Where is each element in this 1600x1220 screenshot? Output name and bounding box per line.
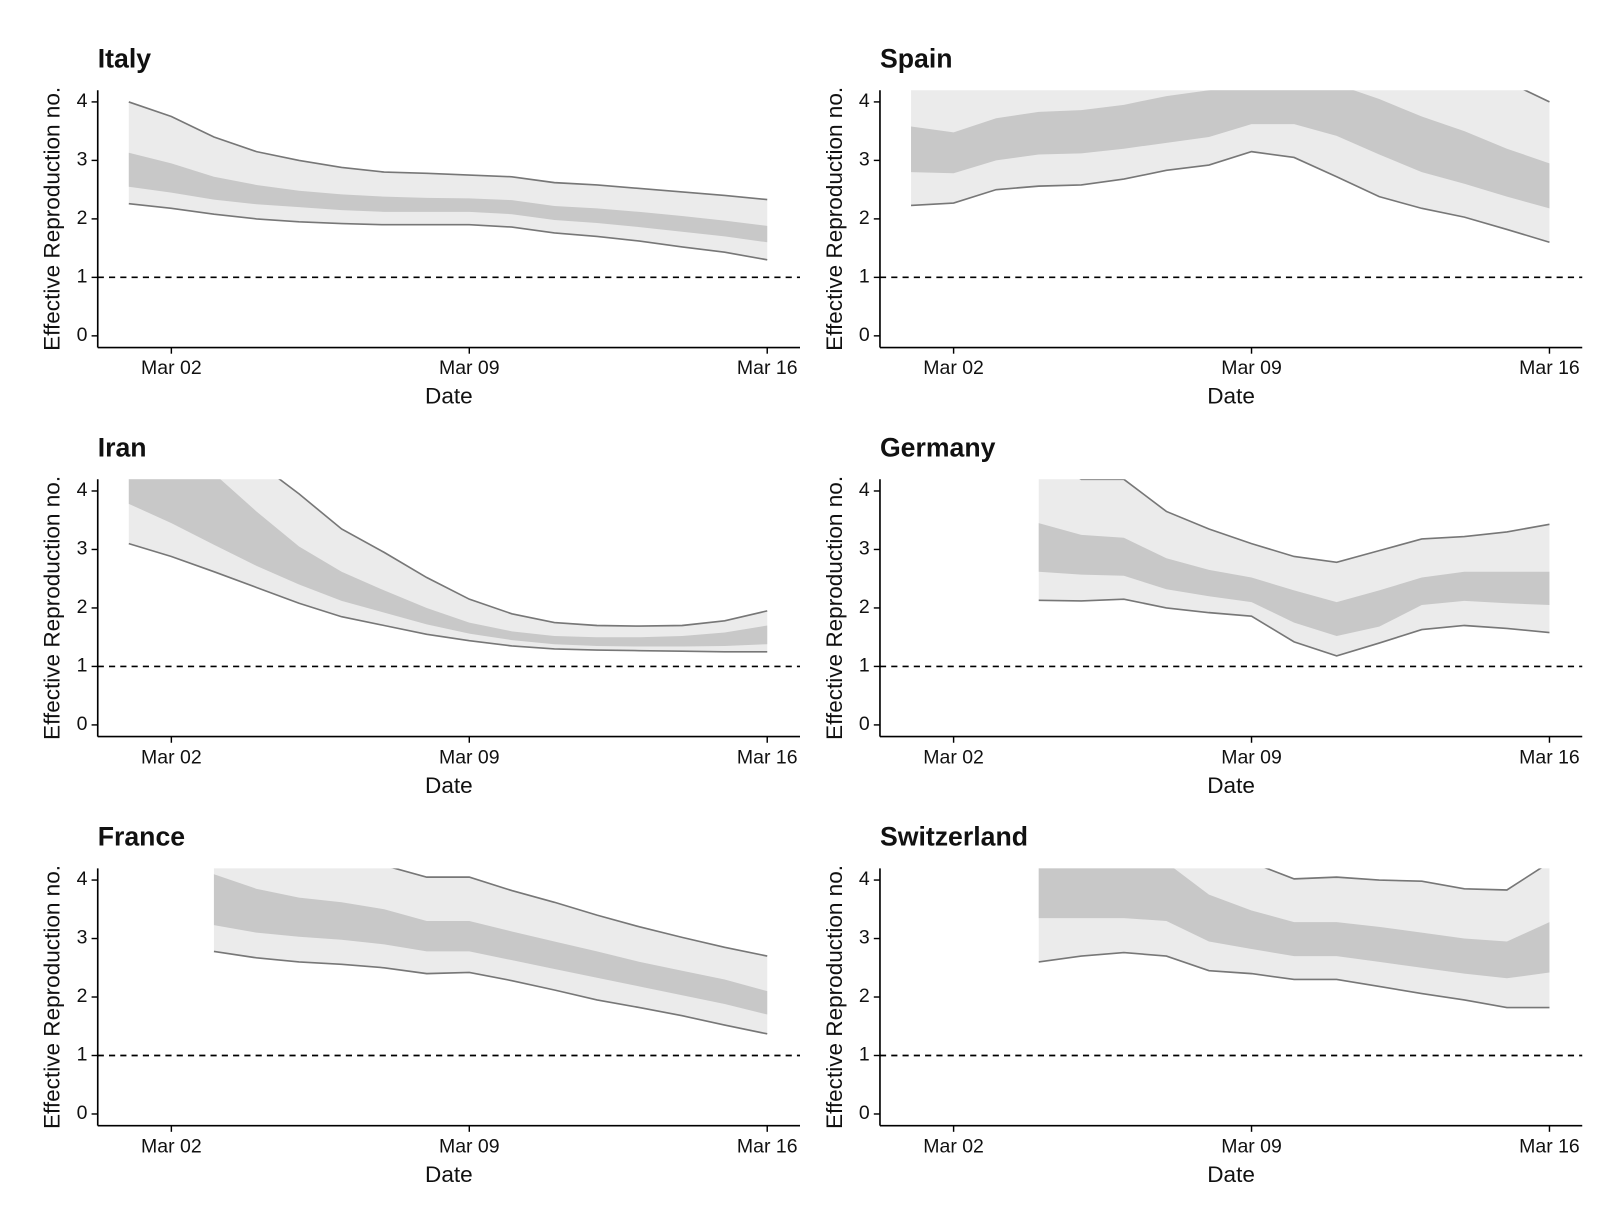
- band-edge: [1264, 868, 1542, 891]
- x-tick-label: Mar 16: [737, 357, 798, 379]
- y-tick-label: 0: [77, 1102, 88, 1124]
- x-tick-label: Mar 16: [1519, 357, 1580, 379]
- band-edge: [128, 202, 768, 261]
- x-tick-label: Mar 09: [1221, 1135, 1282, 1157]
- band: [128, 479, 768, 652]
- y-tick-label: 2: [77, 596, 88, 618]
- x-axis-label: Date: [425, 384, 473, 409]
- x-axis-label: Date: [425, 1162, 473, 1187]
- plot-area: [128, 101, 768, 261]
- panel-title: Germany: [880, 433, 996, 463]
- y-tick-label: 1: [859, 266, 870, 288]
- band-edge: [1038, 598, 1550, 657]
- band: [128, 152, 768, 243]
- x-tick-label: Mar 02: [141, 1135, 202, 1157]
- x-tick-label: Mar 09: [1221, 357, 1282, 379]
- y-tick-label: 1: [77, 1044, 88, 1066]
- band-edge: [213, 950, 768, 1035]
- y-tick-label: 1: [859, 655, 870, 677]
- y-axis-label: Effective Reproduction no.: [822, 87, 847, 351]
- y-tick-label: 4: [859, 479, 870, 501]
- x-tick-label: Mar 02: [923, 746, 984, 768]
- y-tick-label: 4: [77, 868, 88, 890]
- y-tick-label: 3: [859, 149, 870, 171]
- y-axis-label: Effective Reproduction no.: [822, 476, 847, 740]
- y-tick-label: 0: [859, 713, 870, 735]
- panel-title: Spain: [880, 44, 953, 74]
- band-edge: [128, 101, 768, 201]
- y-tick-label: 2: [859, 985, 870, 1007]
- band: [128, 479, 768, 647]
- x-tick-label: Mar 02: [923, 357, 984, 379]
- y-tick-label: 4: [859, 868, 870, 890]
- y-tick-label: 2: [77, 985, 88, 1007]
- panel: 0 1 2 3 4 Mar 02 Mar 09 Mar 16 Spain Date Effectiv…: [822, 44, 1583, 409]
- panel: 0 1 2 3 4 Mar 02 Mar 09 Mar 16 Germany Date Effect…: [822, 433, 1583, 798]
- band: [1038, 523, 1550, 637]
- band-edge: [128, 542, 768, 653]
- x-tick-label: Mar 09: [1221, 746, 1282, 768]
- y-tick-label: 3: [77, 538, 88, 560]
- y-tick-label: 3: [77, 927, 88, 949]
- x-tick-label: Mar 09: [439, 1135, 500, 1157]
- y-tick-label: 4: [859, 90, 870, 112]
- band-edge: [910, 150, 1550, 244]
- y-tick-label: 4: [77, 90, 88, 112]
- band: [1038, 868, 1550, 979]
- y-tick-label: 3: [859, 538, 870, 560]
- band: [911, 90, 1550, 209]
- panel: 0 1 2 3 4 Mar 02 Mar 09 Mar 16 Iran Date Effective…: [40, 433, 800, 798]
- panel: 0 1 2 3 4 Mar 02 Mar 09 Mar 16 Switzerland Date Ef…: [822, 822, 1583, 1187]
- x-tick-label: Mar 16: [1519, 746, 1580, 768]
- y-tick-label: 3: [859, 927, 870, 949]
- plot-area: [128, 479, 768, 653]
- y-axis-label: Effective Reproduction no.: [40, 865, 65, 1129]
- band-edge: [1079, 479, 1550, 564]
- y-tick-label: 1: [859, 1044, 870, 1066]
- panel: 0 1 2 3 4 Mar 02 Mar 09 Mar 16 Italy Date Effectiv…: [40, 44, 800, 409]
- y-tick-label: 0: [77, 324, 88, 346]
- plot-area: [1038, 868, 1550, 1009]
- y-tick-label: 2: [859, 207, 870, 229]
- panel-title: Iran: [98, 433, 147, 463]
- band: [213, 874, 768, 1015]
- y-tick-label: 1: [77, 655, 88, 677]
- panel-title: Switzerland: [880, 822, 1028, 852]
- x-tick-label: Mar 09: [439, 746, 500, 768]
- band: [1038, 479, 1550, 656]
- x-tick-label: Mar 09: [439, 357, 500, 379]
- y-axis-label: Effective Reproduction no.: [40, 476, 65, 740]
- panel-title: Italy: [98, 44, 151, 74]
- y-tick-label: 4: [77, 479, 88, 501]
- y-tick-label: 0: [77, 713, 88, 735]
- y-axis-label: Effective Reproduction no.: [822, 865, 847, 1129]
- x-axis-label: Date: [1207, 384, 1255, 409]
- x-axis-label: Date: [425, 773, 473, 798]
- plot-area: [213, 868, 768, 1035]
- x-tick-label: Mar 02: [141, 357, 202, 379]
- band-edge: [1038, 951, 1550, 1009]
- band-edge: [1523, 90, 1550, 103]
- y-tick-label: 2: [77, 207, 88, 229]
- band-edge: [391, 868, 768, 957]
- panel: 0 1 2 3 4 Mar 02 Mar 09 Mar 16 France Date Effecti…: [40, 822, 800, 1187]
- plot-area: [910, 90, 1550, 244]
- x-tick-label: Mar 16: [1519, 1135, 1580, 1157]
- x-axis-label: Date: [1207, 1162, 1255, 1187]
- y-tick-label: 0: [859, 324, 870, 346]
- y-tick-label: 0: [859, 1102, 870, 1124]
- y-tick-label: 2: [859, 596, 870, 618]
- x-tick-label: Mar 02: [141, 746, 202, 768]
- x-axis-label: Date: [1207, 773, 1255, 798]
- band-edge: [278, 479, 768, 627]
- y-tick-label: 1: [77, 266, 88, 288]
- y-axis-label: Effective Reproduction no.: [40, 87, 65, 351]
- plot-area: [1038, 479, 1550, 657]
- y-tick-label: 3: [77, 149, 88, 171]
- x-tick-label: Mar 16: [737, 1135, 798, 1157]
- x-tick-label: Mar 16: [737, 746, 798, 768]
- x-tick-label: Mar 02: [923, 1135, 984, 1157]
- panel-title: France: [98, 822, 185, 852]
